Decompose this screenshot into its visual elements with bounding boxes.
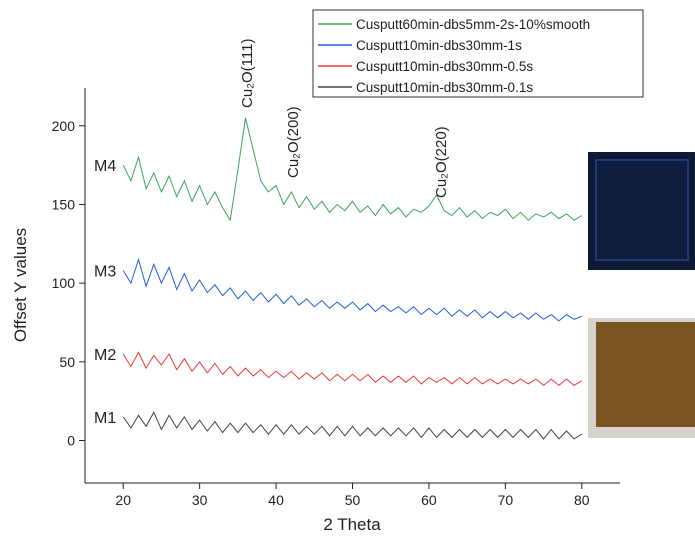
y-tick-label: 100: [52, 275, 76, 291]
x-tick-label: 40: [268, 492, 284, 508]
x-tick-label: 30: [192, 492, 208, 508]
y-tick-label: 200: [52, 118, 76, 134]
legend-label: Cusputt10min-dbs30mm-1s: [356, 38, 522, 53]
y-axis-label: Offset Y values: [11, 228, 30, 342]
peak-annotation: Cu₂O(220): [433, 126, 450, 198]
series-line: [122, 257, 582, 322]
x-tick-label: 60: [421, 492, 437, 508]
x-tick-label: 70: [498, 492, 514, 508]
series-line: [122, 411, 583, 440]
legend-label: Cusputt60min-dbs5mm-2s-10%smooth: [356, 17, 590, 32]
legend-label: Cusputt10min-dbs30mm-0.1s: [356, 80, 533, 95]
series-line: [122, 117, 583, 222]
series-line: [122, 351, 583, 387]
series-label: M3: [94, 264, 116, 281]
sample-film: [596, 322, 695, 427]
series-label: M4: [94, 158, 116, 175]
x-axis-label: 2 Theta: [323, 515, 381, 534]
peak-annotation: Cu₂O(111): [239, 39, 256, 108]
peak-annotation: Cu₂O(200): [285, 106, 302, 178]
y-tick-label: 0: [67, 433, 75, 449]
x-tick-label: 20: [115, 492, 131, 508]
y-tick-label: 50: [59, 354, 75, 370]
x-tick-label: 80: [574, 492, 590, 508]
sample-film: [595, 159, 689, 261]
x-tick-label: 50: [345, 492, 361, 508]
series-label: M1: [94, 410, 116, 427]
series-label: M2: [94, 347, 116, 364]
y-tick-label: 150: [52, 196, 76, 212]
legend-label: Cusputt10min-dbs30mm-0.5s: [356, 59, 533, 74]
legend-box: [312, 9, 644, 98]
